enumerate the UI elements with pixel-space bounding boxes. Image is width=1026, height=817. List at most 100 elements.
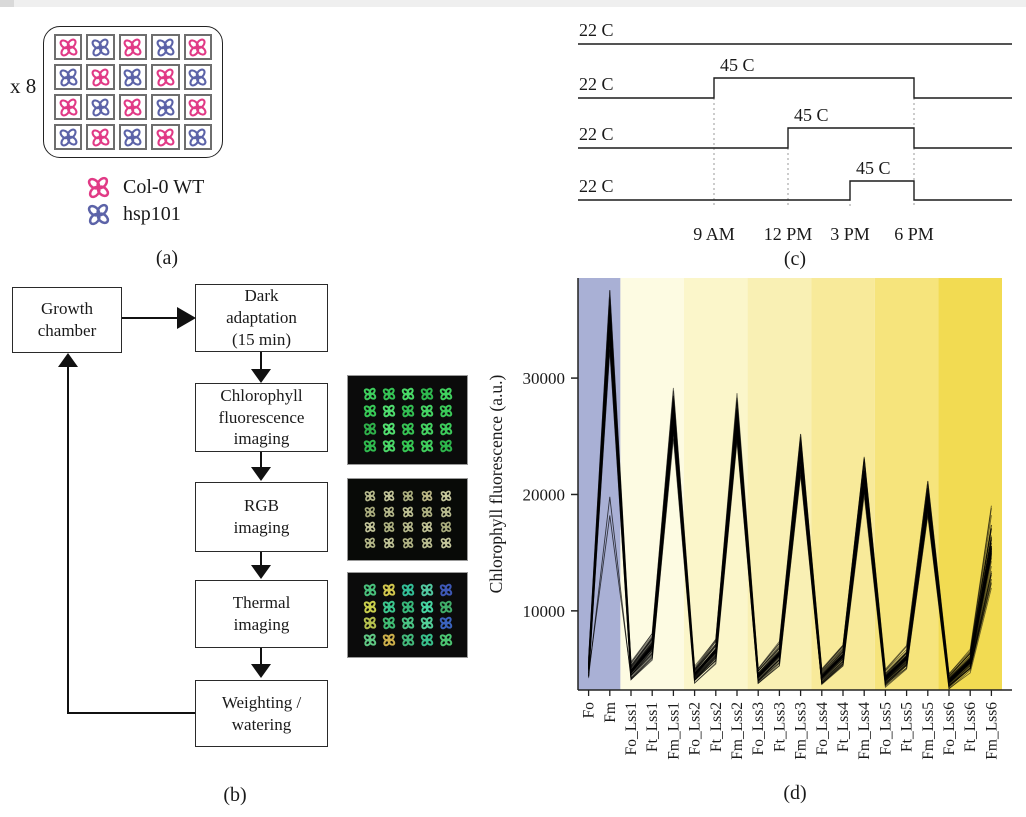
rosette-icon xyxy=(439,583,452,597)
x-tick-label: Fm_Lss5 xyxy=(920,702,937,760)
well-col0-wt xyxy=(183,34,212,60)
flow-box-rgb-imaging: RGB imaging xyxy=(195,482,328,552)
well-hsp101 xyxy=(151,34,180,60)
rosette-icon xyxy=(363,422,376,436)
baseline-temp-label: 22 C xyxy=(579,20,614,40)
rosette-icon xyxy=(402,506,413,517)
time-axis-label: 6 PM xyxy=(894,224,934,244)
well-hsp101 xyxy=(86,94,115,120)
top-strip xyxy=(0,0,1026,7)
arrowhead-down-icon xyxy=(251,369,271,383)
y-tick-label: 20000 xyxy=(523,485,566,504)
rosette-icon xyxy=(421,506,432,517)
arrowhead-up-icon xyxy=(58,353,78,367)
plant-trace-lines xyxy=(588,290,992,690)
well-col0-wt xyxy=(151,124,180,150)
flow-box-thermal-imaging: Thermal imaging xyxy=(195,580,328,648)
flow-box-weighting-watering: Weighting / watering xyxy=(195,680,328,747)
rosette-icon xyxy=(440,490,451,502)
rosette-icon xyxy=(420,422,433,436)
arrowhead-right-icon xyxy=(177,307,196,329)
x-tick-label: Ft_Lss6 xyxy=(962,702,979,752)
rosette-icon xyxy=(420,387,433,401)
x-tick-label: Ft_Lss5 xyxy=(899,702,916,752)
y-tick-label: 10000 xyxy=(523,602,566,621)
well-col0-wt xyxy=(118,94,148,120)
rosette-icon xyxy=(364,537,375,549)
well-hsp101 xyxy=(86,34,115,60)
rosette-icon xyxy=(439,600,452,614)
arrow-thermal-to-weighting xyxy=(260,648,262,667)
rosette-icon xyxy=(420,583,433,597)
well-hsp101 xyxy=(118,64,148,90)
rosette-icon xyxy=(439,439,452,453)
x-tick-label: Fm_Lss1 xyxy=(665,702,682,760)
x-tick-label: Ft_Lss1 xyxy=(644,702,661,752)
heat-temp-label: 45 C xyxy=(794,105,829,125)
x-tick-label: Fm xyxy=(602,702,619,723)
rosette-icon xyxy=(420,439,433,453)
rosette-icon xyxy=(363,616,376,630)
rosette-icon xyxy=(363,633,376,647)
well-hsp101 xyxy=(118,124,148,150)
rosette-icon xyxy=(439,422,452,436)
well-hsp101 xyxy=(183,124,212,150)
feedback-loop-horizontal xyxy=(67,712,195,714)
x-tick-label: Ft_Lss3 xyxy=(771,702,788,752)
rosette-icon xyxy=(402,490,413,502)
rosette-icon xyxy=(421,490,432,502)
arrowhead-down-icon xyxy=(251,467,271,481)
rosette-icon xyxy=(87,176,110,199)
rosette-icon xyxy=(439,387,452,401)
x-tick-label: Fo_Lss3 xyxy=(750,702,767,756)
rosette-icon xyxy=(383,537,394,549)
rosette-icon xyxy=(401,616,414,630)
well-hsp101 xyxy=(183,64,212,90)
rosette-icon xyxy=(401,422,414,436)
rosette-icon xyxy=(156,68,175,86)
caption-c: (c) xyxy=(783,248,807,270)
arrow-dark-to-chlorophyll xyxy=(260,352,262,371)
x-tick-label: Ft_Lss2 xyxy=(708,702,725,752)
plant-trace xyxy=(588,290,992,676)
caption-a: (a) xyxy=(155,247,179,269)
x-tick-label: Fo_Lss1 xyxy=(623,702,640,755)
temperature-profile-line xyxy=(578,180,1012,201)
rgb-photo xyxy=(347,478,468,561)
temperature-regime-diagram: 22 C 22 C 45 C 22 C 45 C 22 C 45 C 9 AM 12 PM 3 P… xyxy=(578,20,1012,244)
well-col0-wt xyxy=(183,94,212,120)
thermal-photo xyxy=(347,572,468,658)
rosette-icon xyxy=(188,128,207,146)
rosette-icon xyxy=(382,422,395,436)
well-hsp101 xyxy=(151,94,180,120)
rosette-icon xyxy=(382,616,395,630)
x-tick-label: Fm_Lss3 xyxy=(793,702,810,760)
x-tick-label: Fm_Lss4 xyxy=(856,702,873,760)
rosette-icon xyxy=(401,633,414,647)
well-col0-wt xyxy=(86,124,115,150)
rosette-icon xyxy=(364,490,375,502)
rosette-icon xyxy=(363,439,376,453)
x-tick-label: Fm_Lss2 xyxy=(729,702,746,760)
rosette-icon xyxy=(156,38,175,56)
rosette-icon xyxy=(156,128,175,146)
rosette-icon xyxy=(59,98,78,116)
rosette-icon xyxy=(363,600,376,614)
rosette-icon xyxy=(382,600,395,614)
well-col0-wt xyxy=(54,34,83,60)
rosette-icon xyxy=(421,537,432,549)
rosette-icon xyxy=(401,404,414,418)
rosette-icon xyxy=(91,38,110,56)
plant-trace xyxy=(588,426,992,687)
rosette-icon xyxy=(91,128,110,146)
arrow-rgb-to-thermal xyxy=(260,552,262,568)
rosette-icon xyxy=(59,68,78,86)
rosette-icon xyxy=(188,98,207,116)
x-tick-label: Fm_Lss6 xyxy=(983,702,1000,760)
y-axis-title: Chlorophyll fluorescence (a.u.) xyxy=(488,374,506,593)
baseline-temp-label: 22 C xyxy=(579,176,614,196)
time-axis-label: 3 PM xyxy=(830,224,870,244)
chart-band-Lss1 xyxy=(620,278,684,690)
rosette-icon xyxy=(124,128,142,146)
rosette-icon xyxy=(401,387,414,401)
